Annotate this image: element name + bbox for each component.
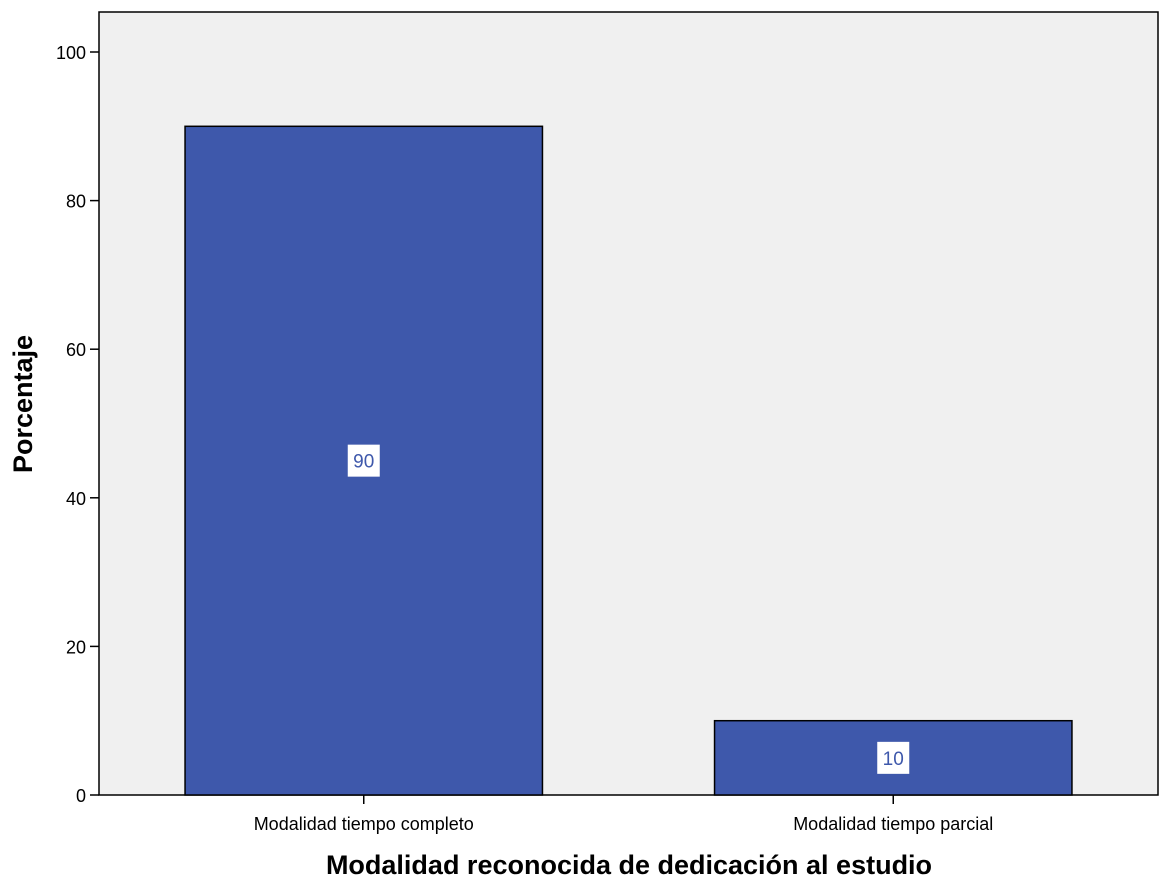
- y-tick-label-1: 20: [66, 637, 86, 657]
- data-label-box-0: [347, 444, 380, 477]
- y-tick-label-5: 100: [56, 43, 86, 63]
- data-labels-layer: 90 10: [347, 444, 910, 774]
- x-axis: Modalidad tiempo completo Modalidad tiemp…: [254, 795, 993, 834]
- y-tick-label-3: 60: [66, 340, 86, 360]
- x-tick-label-0: Modalidad tiempo completo: [254, 814, 474, 834]
- x-axis-title: Modalidad reconocida de dedicación al es…: [326, 850, 932, 880]
- y-tick-label-4: 80: [66, 192, 86, 212]
- data-label-0: 90: [353, 452, 374, 473]
- x-tick-label-1: Modalidad tiempo parcial: [793, 814, 993, 834]
- data-label-1: 10: [883, 749, 904, 770]
- y-tick-label-2: 40: [66, 489, 86, 509]
- data-label-box-1: [877, 741, 910, 774]
- y-axis-title: Porcentaje: [8, 335, 38, 473]
- y-axis: 0 20 40 60 80 100: [56, 43, 99, 806]
- y-tick-label-0: 0: [76, 786, 86, 806]
